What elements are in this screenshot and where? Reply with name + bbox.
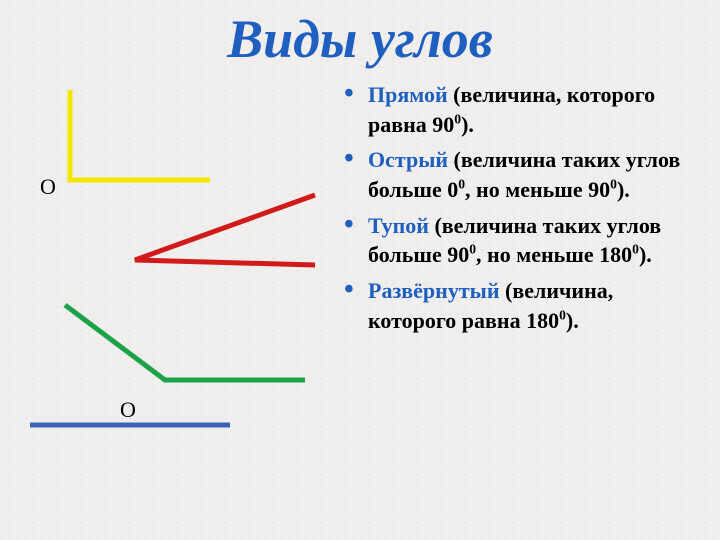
term-straight: Развёрнутый	[368, 278, 500, 303]
right-angle-path	[70, 90, 210, 180]
vertex-label-upper: О	[40, 174, 56, 200]
text-panel: Прямой (величина, которого равна 900). О…	[340, 80, 710, 510]
page-title: Виды углов	[0, 0, 720, 70]
bullet-acute: Острый (величина таких углов больше 00, …	[368, 145, 690, 204]
desc-acute-3: ).	[617, 177, 630, 202]
desc-obtuse-2: , но меньше 180	[476, 242, 632, 267]
term-acute: Острый	[368, 147, 448, 172]
sup-straight: 0	[559, 307, 566, 322]
obtuse-angle-path	[65, 305, 305, 380]
right-angle-diagram	[60, 80, 220, 190]
diagram-panel: О О	[0, 80, 340, 510]
acute-angle-diagram	[125, 190, 325, 280]
sup-obtuse-2: 0	[632, 242, 639, 257]
bullet-list: Прямой (величина, которого равна 900). О…	[340, 80, 690, 336]
desc-obtuse-3: ).	[639, 242, 652, 267]
content-row: О О Прямой (величина, которого равна 900…	[0, 80, 720, 510]
straight-angle-diagram	[25, 415, 235, 435]
term-right: Прямой	[368, 82, 448, 107]
desc-acute-2: , но меньше 90	[465, 177, 610, 202]
sup-acute-2: 0	[610, 177, 617, 192]
obtuse-angle-diagram	[55, 295, 315, 390]
acute-angle-path	[135, 195, 315, 265]
bullet-straight: Развёрнутый (величина, которого равна 18…	[368, 276, 690, 335]
desc-right-2: ).	[461, 112, 474, 137]
term-obtuse: Тупой	[368, 213, 429, 238]
bullet-right: Прямой (величина, которого равна 900).	[368, 80, 690, 139]
bullet-obtuse: Тупой (величина таких углов больше 900, …	[368, 211, 690, 270]
desc-straight-2: ).	[566, 308, 579, 333]
